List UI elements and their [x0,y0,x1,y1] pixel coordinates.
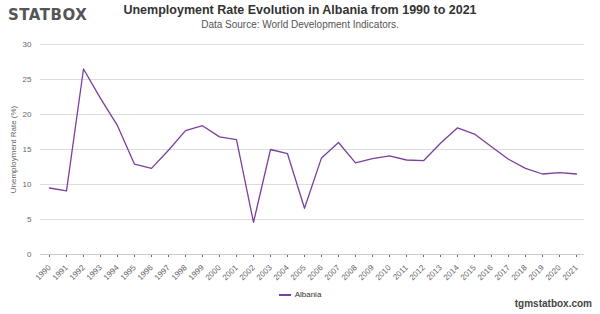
svg-text:2011: 2011 [391,263,410,282]
svg-text:2004: 2004 [272,263,291,282]
svg-text:1990: 1990 [34,263,53,282]
svg-text:1999: 1999 [187,263,206,282]
svg-text:20: 20 [23,110,32,119]
svg-text:2006: 2006 [306,263,325,282]
html-text:STATBOX: STATBOX [8,6,88,24]
svg-text:10: 10 [23,180,32,189]
svg-text:2013: 2013 [425,263,444,282]
html-text:Data Source: World Development: Data Source: World Development Indicator… [201,19,399,30]
svg-text:2017: 2017 [493,263,512,282]
svg-text:30: 30 [23,40,32,49]
html-text:Unemployment Rate Evolution in: Unemployment Rate Evolution in Albania f… [123,3,477,17]
svg-text:2000: 2000 [204,263,223,282]
svg-text:1993: 1993 [85,263,104,282]
html-text:Albania: Albania [294,290,322,299]
svg-text:1994: 1994 [102,263,121,282]
svg-text:2016: 2016 [476,263,495,282]
svg-text:2003: 2003 [255,263,274,282]
svg-text:1995: 1995 [119,263,138,282]
html-text:tgmstatbox.com: tgmstatbox.com [514,298,592,309]
svg-text:1991: 1991 [51,263,70,282]
svg-text:25: 25 [23,75,32,84]
svg-text:2002: 2002 [238,263,257,282]
svg-text:2021: 2021 [561,263,580,282]
svg-text:2019: 2019 [527,263,546,282]
svg-text:2005: 2005 [289,263,308,282]
svg-text:2007: 2007 [323,263,342,282]
svg-text:2018: 2018 [510,263,529,282]
svg-text:15: 15 [23,145,32,154]
svg-text:2012: 2012 [408,263,427,282]
svg-text:2015: 2015 [459,263,478,282]
svg-text:0: 0 [27,250,32,259]
svg-text:2020: 2020 [544,263,563,282]
svg-text:2010: 2010 [374,263,393,282]
svg-text:Unemployment Rate (%): Unemployment Rate (%) [9,105,18,193]
svg-text:1996: 1996 [136,263,155,282]
svg-text:1997: 1997 [153,263,172,282]
svg-text:1998: 1998 [170,263,189,282]
svg-text:2014: 2014 [442,263,461,282]
svg-text:1992: 1992 [68,263,87,282]
svg-text:2001: 2001 [221,263,240,282]
svg-text:2009: 2009 [357,263,376,282]
svg-text:5: 5 [27,215,32,224]
svg-text:2008: 2008 [340,263,359,282]
